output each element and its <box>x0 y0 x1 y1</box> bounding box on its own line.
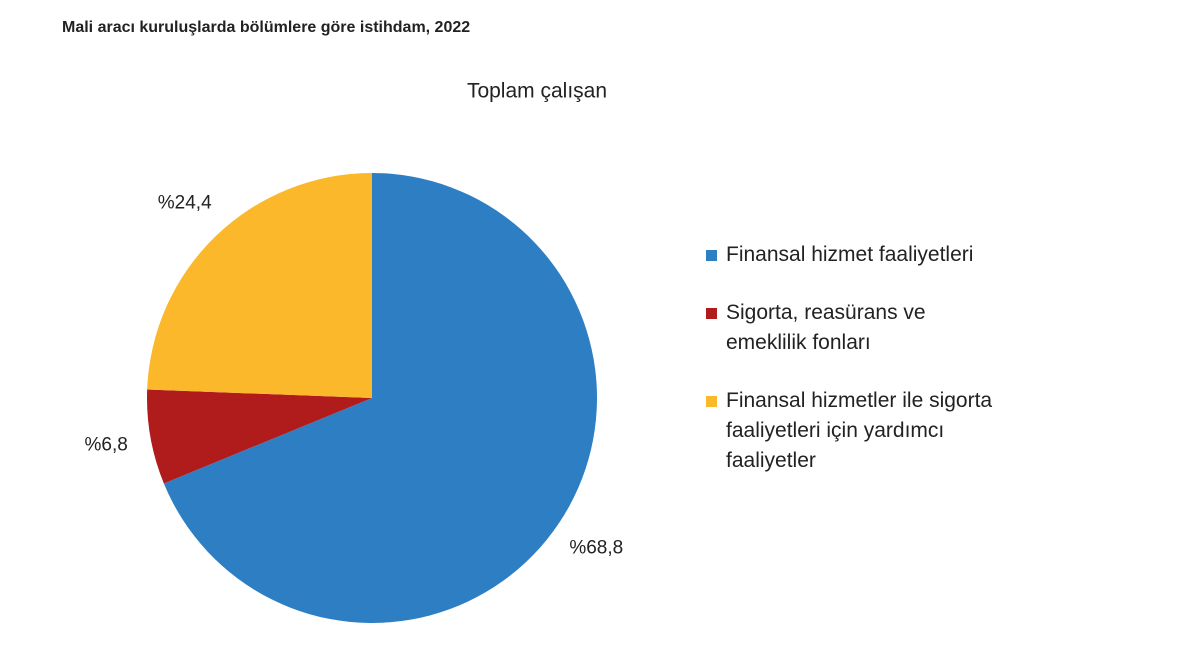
pie-slice <box>147 173 372 398</box>
chart-subtitle: Toplam çalışan <box>467 80 607 103</box>
legend-label: Finansal hizmet faaliyetleri <box>726 243 974 266</box>
chart-title: Mali aracı kuruluşlarda bölümlere göre i… <box>62 19 470 36</box>
data-label: %6,8 <box>85 434 128 455</box>
legend: Finansal hizmet faaliyetleri Sigorta, rea… <box>706 240 1006 504</box>
legend-swatch <box>706 308 717 319</box>
legend-item: Sigorta, reasürans ve emeklilik fonları <box>706 298 1006 358</box>
data-label: %24,4 <box>158 193 212 214</box>
legend-item: Finansal hizmet faaliyetleri <box>706 240 1006 270</box>
legend-swatch <box>706 250 717 261</box>
legend-item: Finansal hizmetler ile sigorta faaliyetl… <box>706 386 1006 476</box>
data-label: %68,8 <box>569 537 623 558</box>
pie-slice <box>163 173 597 623</box>
legend-swatch <box>706 396 717 407</box>
legend-label: Sigorta, reasürans ve emeklilik fonları <box>726 301 926 354</box>
legend-label: Finansal hizmetler ile sigorta faaliyetl… <box>726 389 993 472</box>
pie-slice <box>146 389 372 484</box>
